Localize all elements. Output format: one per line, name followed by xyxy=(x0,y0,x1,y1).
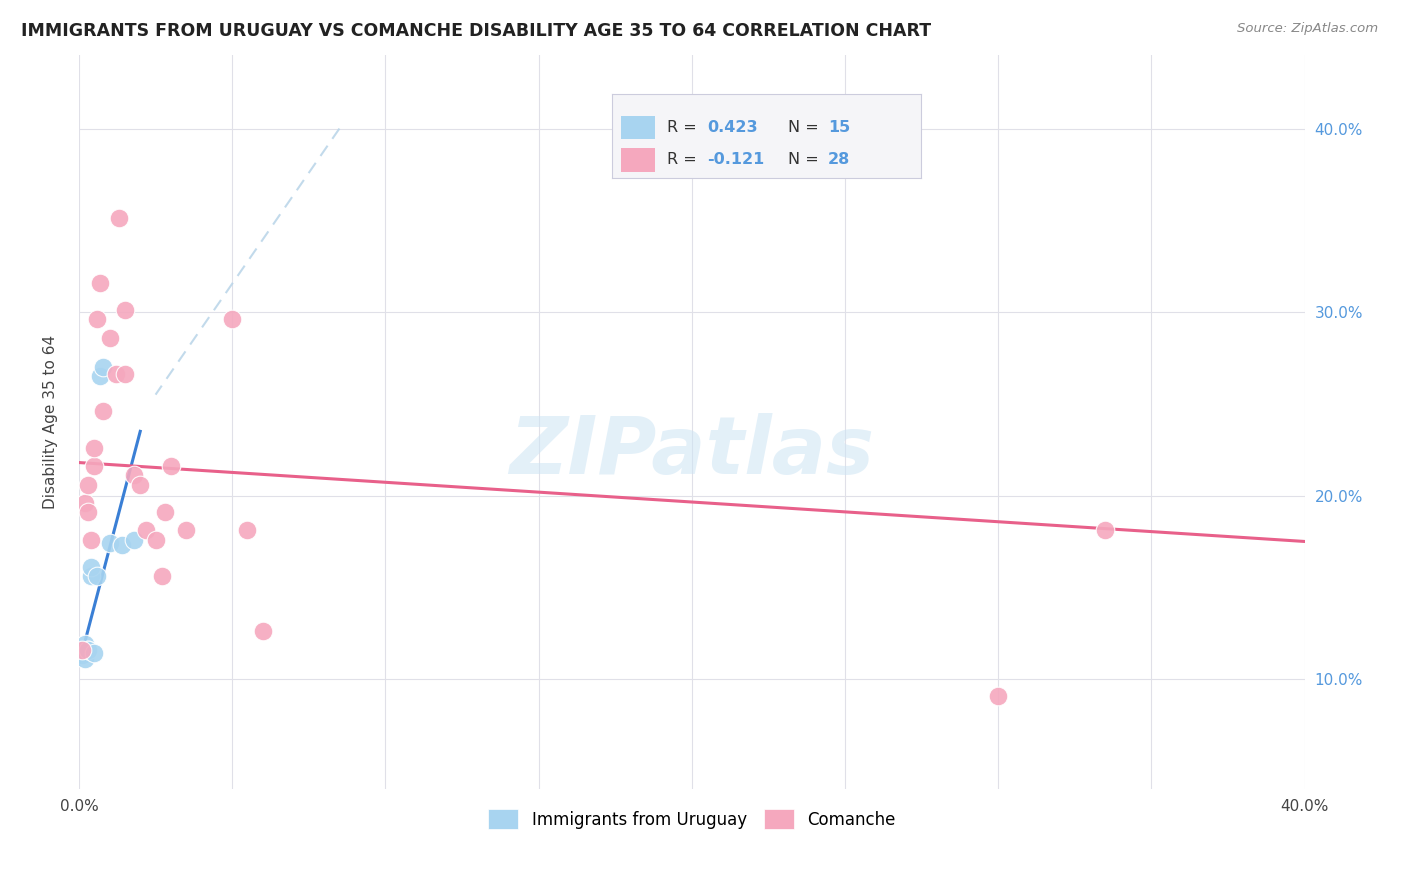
Point xyxy=(98,536,121,550)
Point xyxy=(93,404,115,418)
Text: 28: 28 xyxy=(828,153,851,168)
Point xyxy=(93,360,115,375)
Text: R =: R = xyxy=(668,120,702,135)
Text: N =: N = xyxy=(787,153,824,168)
Point xyxy=(153,505,176,519)
FancyBboxPatch shape xyxy=(621,148,655,171)
Point xyxy=(129,477,152,491)
Point xyxy=(145,533,167,547)
Text: -0.121: -0.121 xyxy=(707,153,765,168)
Point xyxy=(70,642,93,657)
Point xyxy=(1094,524,1116,538)
Text: N =: N = xyxy=(787,120,824,135)
Text: 15: 15 xyxy=(828,120,851,135)
Point xyxy=(114,303,136,318)
Point xyxy=(107,211,129,226)
Point xyxy=(114,368,136,382)
Point xyxy=(83,459,105,474)
Point xyxy=(111,538,134,552)
Point xyxy=(135,524,157,538)
Text: R =: R = xyxy=(668,153,702,168)
Point xyxy=(70,642,93,657)
Text: Source: ZipAtlas.com: Source: ZipAtlas.com xyxy=(1237,22,1378,36)
Point xyxy=(75,637,97,651)
Point xyxy=(77,642,100,657)
Text: IMMIGRANTS FROM URUGUAY VS COMANCHE DISABILITY AGE 35 TO 64 CORRELATION CHART: IMMIGRANTS FROM URUGUAY VS COMANCHE DISA… xyxy=(21,22,931,40)
Legend: Immigrants from Uruguay, Comanche: Immigrants from Uruguay, Comanche xyxy=(482,802,901,836)
Point xyxy=(77,642,100,657)
FancyBboxPatch shape xyxy=(621,116,655,139)
Point xyxy=(98,331,121,345)
Point xyxy=(221,312,243,326)
Point xyxy=(70,648,93,663)
Point xyxy=(236,524,259,538)
Y-axis label: Disability Age 35 to 64: Disability Age 35 to 64 xyxy=(44,335,58,509)
Point xyxy=(80,560,103,574)
Point xyxy=(86,569,108,583)
Point xyxy=(75,652,97,666)
Point xyxy=(89,276,111,290)
Point xyxy=(122,533,145,547)
Point xyxy=(83,441,105,455)
Text: 0.423: 0.423 xyxy=(707,120,758,135)
Point xyxy=(83,647,105,661)
Text: ZIPatlas: ZIPatlas xyxy=(509,412,875,491)
Point xyxy=(174,524,197,538)
Point xyxy=(80,533,103,547)
Point xyxy=(89,369,111,384)
Point xyxy=(160,459,183,474)
Point xyxy=(77,477,100,491)
Point xyxy=(80,569,103,583)
Point xyxy=(122,468,145,483)
Point xyxy=(77,505,100,519)
Point xyxy=(987,689,1010,703)
Point xyxy=(86,312,108,326)
Point xyxy=(252,624,274,639)
Point xyxy=(75,496,97,510)
Point xyxy=(104,368,127,382)
Point xyxy=(150,569,173,583)
